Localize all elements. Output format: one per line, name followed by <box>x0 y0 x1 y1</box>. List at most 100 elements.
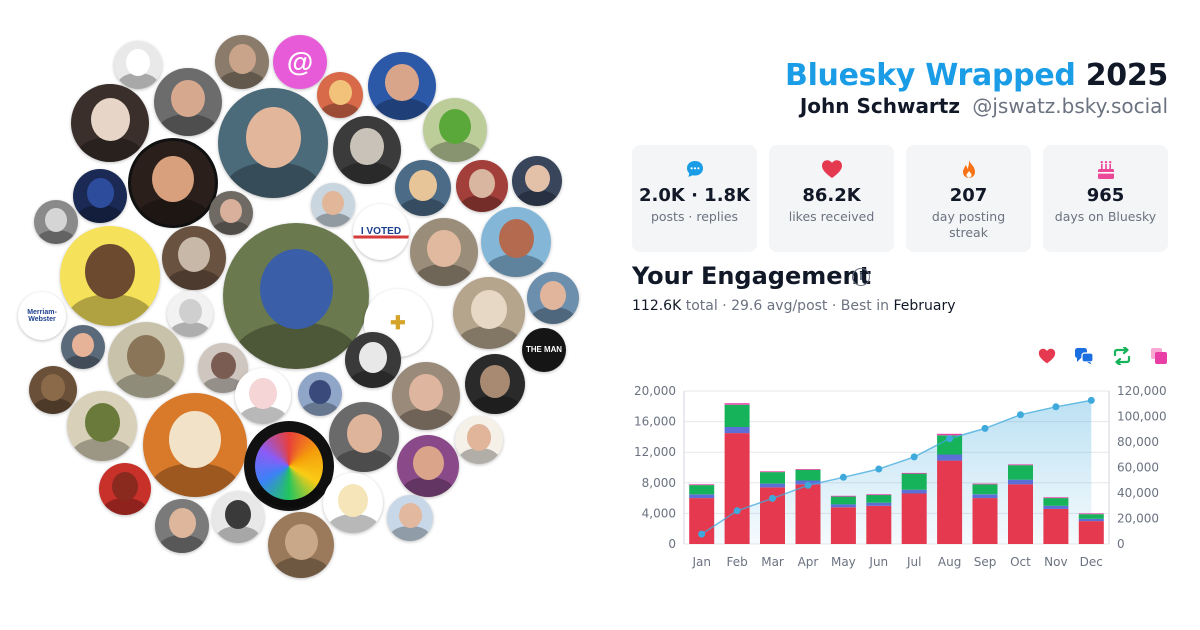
avatar-cat[interactable] <box>162 226 226 290</box>
avatar-masked[interactable] <box>298 372 342 416</box>
avatar-book[interactable]: THE MAN <box>522 328 566 372</box>
avatar-man-beard-glasses[interactable] <box>397 435 459 497</box>
engagement-avg: 29.6 avg/post <box>731 298 828 314</box>
avatar-man-smiling[interactable] <box>218 88 328 198</box>
avatar-man-sunglasses[interactable] <box>456 160 508 212</box>
avatar-face <box>72 332 94 357</box>
avatar-shoulders <box>150 463 240 497</box>
avatar-autumn[interactable] <box>143 393 247 497</box>
user-handle[interactable]: @jswatz.bsky.social <box>972 94 1168 118</box>
avatar-woman-bw[interactable] <box>34 200 78 244</box>
cumulative-point <box>698 530 706 538</box>
avatar-angel[interactable] <box>198 343 248 393</box>
heart-icon[interactable] <box>1038 347 1058 367</box>
avatar-face <box>467 424 491 451</box>
avatar-face <box>338 483 368 517</box>
cumulative-point <box>733 507 741 515</box>
reply-icon[interactable] <box>1074 347 1094 367</box>
avatar-shoulders <box>137 197 209 225</box>
stat-label: days on Bluesky <box>1054 209 1157 224</box>
avatar-map[interactable] <box>235 368 291 424</box>
bar-segment-reposts <box>795 469 821 481</box>
avatar-owl[interactable] <box>108 322 184 398</box>
avatar-man-suit[interactable] <box>311 183 355 227</box>
x-tick-label: Nov <box>1044 555 1067 569</box>
avatar-dog[interactable] <box>29 366 77 414</box>
bar-segment-reposts <box>689 485 715 495</box>
avatar-dog-man[interactable] <box>212 491 264 543</box>
avatar-glyph: ✚ <box>390 311 406 333</box>
avatar-speaker[interactable] <box>71 84 149 162</box>
avatar-shoulders <box>64 354 102 369</box>
stat-label: posts · replies <box>650 209 739 224</box>
wrapped-panel: Bluesky Wrapped 2025 John Schwartz @jswa… <box>632 0 1168 630</box>
avatar-cartoon-uva[interactable] <box>60 226 160 326</box>
avatar-red-face[interactable] <box>99 463 151 515</box>
avatar-shoulders <box>113 373 179 398</box>
avatar-merriam-webster[interactable]: Merriam-Webster <box>18 292 66 340</box>
avatar-kermit[interactable] <box>423 98 487 162</box>
bar-segment-quotes <box>760 471 785 473</box>
avatar-stage[interactable] <box>73 169 127 223</box>
avatar-woman-beach[interactable] <box>481 207 551 277</box>
avatar-man-shades[interactable] <box>61 325 105 369</box>
engagement-chart: 0 4,000 8,000 12,000 16,000 20,000 0 20,000 40,0… <box>634 384 1167 569</box>
avatar-colorful[interactable] <box>317 72 363 118</box>
avatar-face <box>127 335 165 378</box>
avatar-man-gray[interactable] <box>155 499 209 553</box>
avatar-tabby-cat[interactable] <box>268 512 334 578</box>
avatar-shoulders <box>334 449 394 472</box>
avatar-face <box>480 364 510 398</box>
cumulative-point <box>769 494 776 502</box>
avatar-man-red-tie[interactable] <box>392 362 460 430</box>
info-icon[interactable]: i <box>852 268 870 286</box>
avatar-boy[interactable] <box>465 354 525 414</box>
avatar-capitol[interactable] <box>453 277 525 349</box>
avatar-shoulders <box>427 141 483 162</box>
repost-icon[interactable] <box>1112 345 1132 367</box>
avatar-face <box>249 377 277 409</box>
x-tick-label: Aug <box>938 555 961 569</box>
avatar-yoda[interactable] <box>67 391 137 461</box>
avatar-man-cap[interactable] <box>512 156 562 206</box>
avatar-steal-your-face[interactable] <box>247 424 331 508</box>
avatar-face <box>398 503 422 529</box>
avatar-man-bald[interactable] <box>329 402 399 472</box>
avatar-doodle[interactable] <box>323 473 383 533</box>
avatar-man-tie[interactable] <box>154 68 222 136</box>
cumulative-point <box>875 465 883 473</box>
avatar-shoulders <box>272 556 330 578</box>
chart-legend <box>1038 345 1170 367</box>
avatar-shoulders <box>401 476 455 497</box>
stat-value: 2.0K · 1.8K <box>638 185 751 206</box>
bar-segment-reposts <box>866 495 892 503</box>
bar-segment-likes <box>724 433 750 544</box>
avatar-man-glasses-blue[interactable] <box>368 52 436 120</box>
bar-segment-replies <box>1008 479 1033 485</box>
avatar-rachel[interactable] <box>387 495 433 541</box>
avatar-face <box>328 80 352 106</box>
avatar-raccoon[interactable] <box>333 116 401 184</box>
avatar-shoulders <box>397 407 455 430</box>
avatar-woman-dark-hair[interactable] <box>455 416 503 464</box>
avatar-at-sign[interactable]: @ <box>273 35 327 89</box>
avatar-dancer[interactable] <box>345 332 401 388</box>
avatar-face <box>412 445 444 480</box>
avatar-i-voted[interactable]: I VOTED <box>353 204 409 260</box>
avatar-man-blue-shirt[interactable] <box>527 272 579 324</box>
bar-segment-quotes <box>937 433 963 436</box>
avatar-man-crowd[interactable] <box>209 191 253 235</box>
avatar-face <box>225 500 251 529</box>
avatar-cartoon-man[interactable] <box>114 41 162 89</box>
avatar-man-statue[interactable] <box>223 223 369 369</box>
avatar-bearded-man[interactable] <box>215 35 269 89</box>
avatar-man-dark[interactable] <box>131 141 215 225</box>
avatar-face <box>112 472 138 501</box>
avatar-face <box>471 289 507 330</box>
avatar-old-man[interactable] <box>410 218 478 286</box>
avatar-sketch[interactable] <box>167 291 213 337</box>
quote-icon[interactable] <box>1150 347 1170 367</box>
cumulative-line <box>701 399 1092 535</box>
avatar-shoulders <box>170 322 210 337</box>
avatar-face <box>322 190 344 215</box>
